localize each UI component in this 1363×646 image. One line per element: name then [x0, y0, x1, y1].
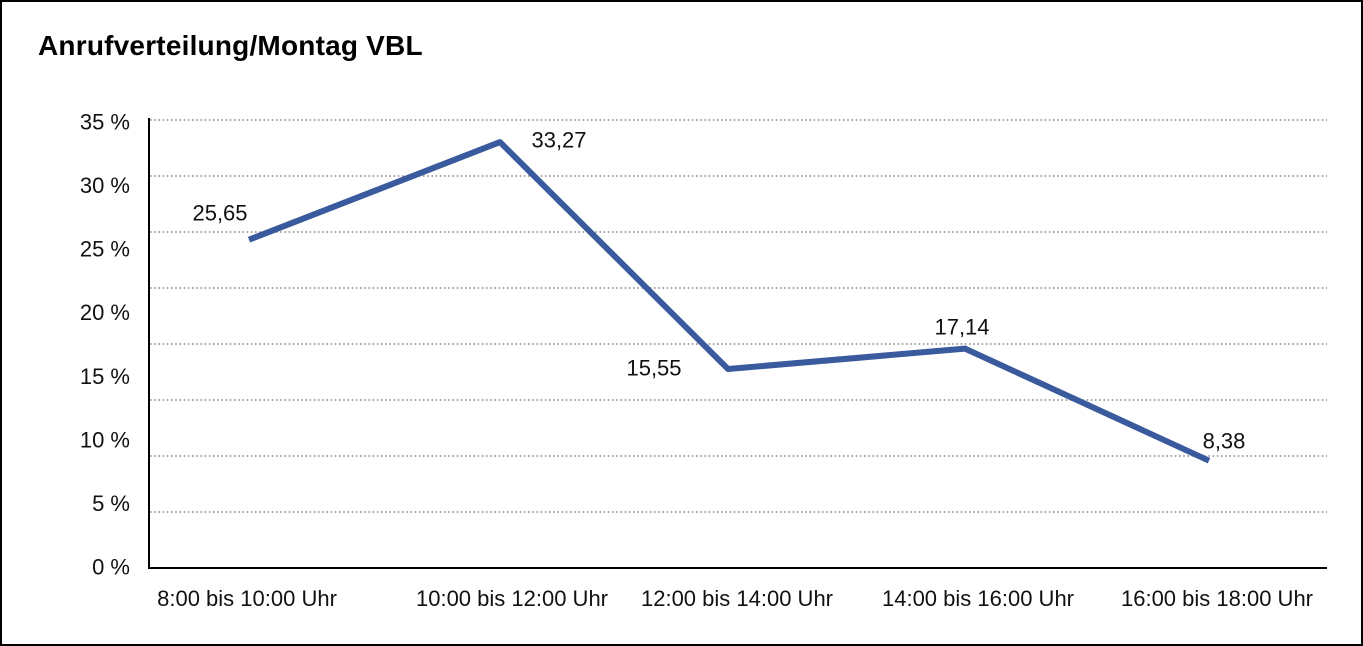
y-tick-label: 0 % [92, 555, 130, 580]
chart-title: Anrufverteilung/Montag VBL [38, 30, 423, 61]
y-tick-label: 5 % [92, 491, 130, 516]
value-label: 25,65 [192, 201, 247, 226]
x-tick-label: 16:00 bis 18:00 Uhr [1121, 586, 1313, 611]
value-label: 15,55 [626, 356, 681, 381]
y-tick-label: 30 % [80, 173, 130, 198]
y-tick-label: 20 % [80, 300, 130, 325]
y-tick-label: 10 % [80, 427, 130, 452]
value-label: 8,38 [1203, 429, 1246, 454]
x-tick-label: 14:00 bis 16:00 Uhr [882, 586, 1074, 611]
y-tick-label: 15 % [80, 364, 130, 389]
value-label: 17,14 [934, 315, 989, 340]
y-tick-label: 35 % [80, 110, 130, 135]
value-label: 33,27 [531, 128, 586, 153]
x-tick-label: 12:00 bis 14:00 Uhr [641, 586, 833, 611]
x-tick-label: 10:00 bis 12:00 Uhr [416, 586, 608, 611]
data-line-series [247, 139, 1211, 464]
y-tick-label: 25 % [80, 237, 130, 262]
x-tick-label: 8:00 bis 10:00 Uhr [157, 586, 337, 611]
